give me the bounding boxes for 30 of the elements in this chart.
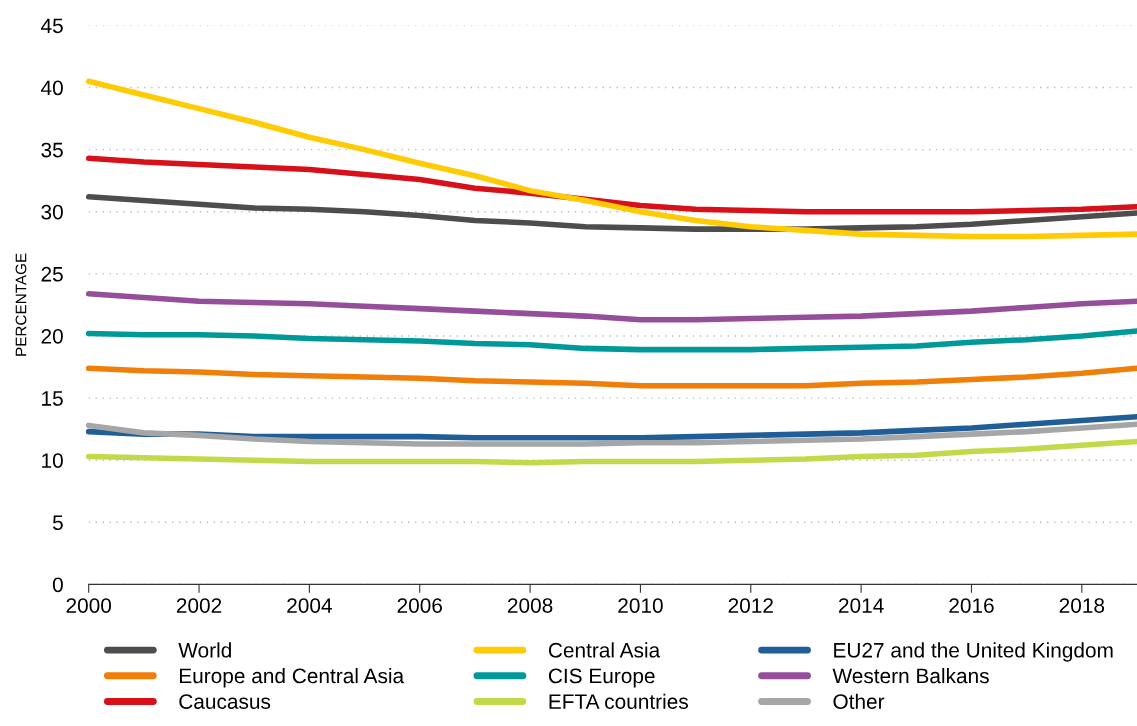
x-tick-label: 2014 [839,598,884,613]
legend-label: Caucasus [179,694,271,709]
y-tick-label: 25 [41,266,63,282]
x-tick-label: 2008 [507,598,553,613]
legend-label: Western Balkans [832,667,989,684]
x-tick-label: 2010 [618,598,663,613]
y-axis-title: PERCENTAGE [15,253,27,356]
x-tick-label: 2000 [66,598,112,613]
y-tick-label: 5 [52,515,63,531]
x-tick-label: 2012 [728,598,773,613]
y-tick-label: 10 [42,453,63,468]
legend-label: CIS Europe [548,668,655,688]
y-tick-label: 35 [41,142,63,158]
y-tick-label: 15 [42,391,63,406]
legend-label: World [178,642,231,658]
legend-label: EU27 and the United Kingdom [834,642,1113,662]
legend-label: Central Asia [548,642,661,658]
x-tick-label: 2018 [1059,598,1105,613]
y-tick-label: 0 [52,577,63,593]
legend-label: EFTA countries [549,693,688,709]
y-tick-label: 30 [41,204,63,220]
x-tick-label: 2002 [176,598,222,613]
x-tick-label: 2006 [397,598,442,613]
y-tick-label: 45 [40,18,63,34]
legend-label: Other [833,693,885,709]
x-tick-label: 2004 [287,598,332,613]
y-tick-label: 20 [41,328,63,344]
x-tick-label: 2016 [949,598,994,613]
legend-label: Europe and Central Asia [179,667,405,688]
y-tick-label: 40 [40,80,63,96]
